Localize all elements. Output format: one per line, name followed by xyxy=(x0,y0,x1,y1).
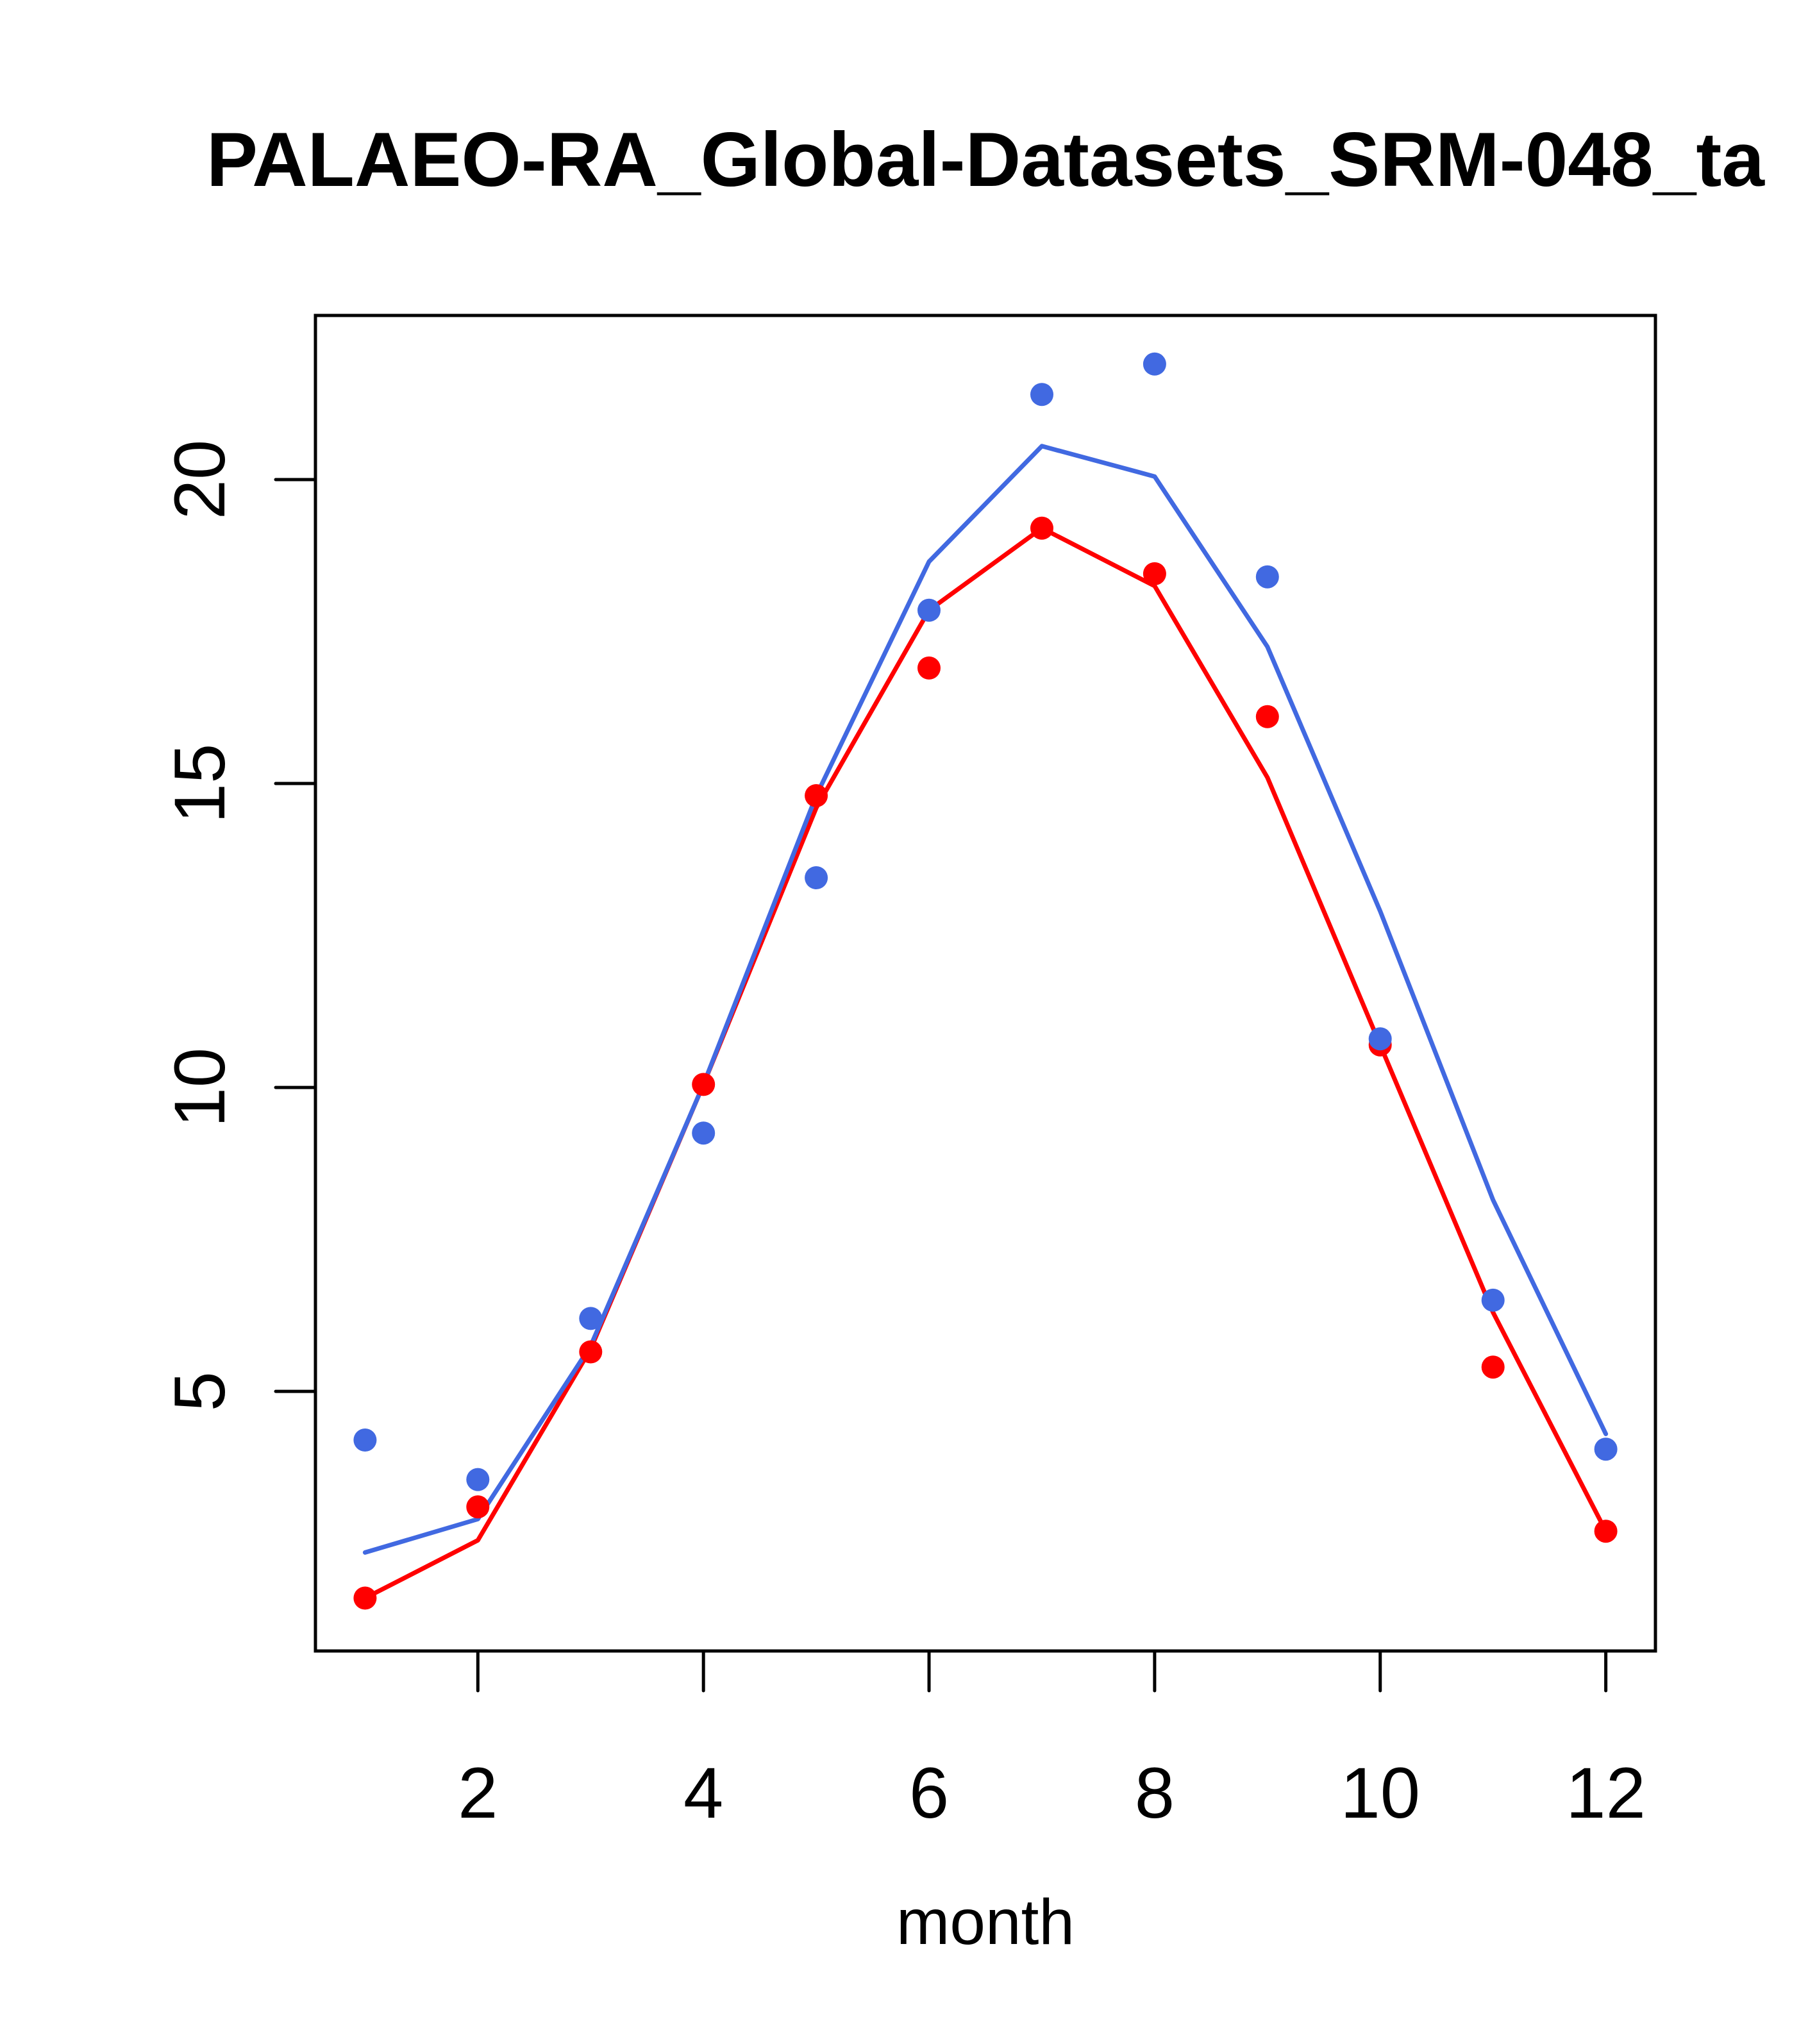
x-tick-label-8: 8 xyxy=(1135,1753,1175,1833)
blue-point-month-5 xyxy=(805,866,828,889)
blue-point-month-9 xyxy=(1255,565,1279,589)
x-tick-label-10: 10 xyxy=(1340,1753,1420,1833)
red-point-month-3 xyxy=(579,1340,603,1364)
y-tick-label-20: 20 xyxy=(160,440,240,520)
red-point-month-5 xyxy=(805,784,828,807)
blue-line xyxy=(362,444,1609,1555)
chart-title: PALAEO-RA_Global-Datasets_SRM-048_ta xyxy=(206,117,1765,203)
series-layer xyxy=(353,352,1618,1610)
blue-point-month-12 xyxy=(1594,1437,1618,1461)
blue-point-month-3 xyxy=(579,1307,603,1330)
red-point-month-6 xyxy=(917,656,941,680)
y-axis: 5 10 15 20 xyxy=(160,440,317,1411)
blue-point-month-8 xyxy=(1143,352,1166,376)
blue-point-month-11 xyxy=(1481,1288,1505,1312)
blue-point-month-10 xyxy=(1368,1027,1392,1051)
red-point-month-11 xyxy=(1481,1355,1505,1379)
x-axis-label: month xyxy=(896,1886,1075,1958)
red-point-month-1 xyxy=(353,1586,377,1610)
blue-point-month-2 xyxy=(466,1468,490,1491)
red-point-month-2 xyxy=(466,1495,490,1519)
blue-points xyxy=(353,352,1618,1491)
red-line xyxy=(362,526,1609,1600)
y-tick-label-10: 10 xyxy=(160,1048,240,1128)
blue-point-month-7 xyxy=(1030,383,1053,406)
blue-point-month-6 xyxy=(917,598,941,622)
x-tick-label-12: 12 xyxy=(1566,1753,1646,1833)
y-tick-label-15: 15 xyxy=(160,744,240,824)
red-point-month-8 xyxy=(1143,562,1166,585)
y-tick-label-5: 5 xyxy=(160,1371,240,1411)
plot-frame xyxy=(314,314,1657,1653)
blue-point-month-1 xyxy=(353,1428,377,1452)
red-point-month-7 xyxy=(1030,516,1053,540)
x-tick-label-6: 6 xyxy=(909,1753,949,1833)
x-tick-label-2: 2 xyxy=(458,1753,498,1833)
red-point-month-4 xyxy=(692,1073,716,1096)
x-axis: 2 4 6 8 10 12 xyxy=(458,1649,1646,1833)
red-point-month-12 xyxy=(1594,1520,1618,1543)
x-tick-label-4: 4 xyxy=(683,1753,723,1833)
red-point-month-9 xyxy=(1255,705,1279,728)
blue-point-month-4 xyxy=(692,1121,716,1145)
